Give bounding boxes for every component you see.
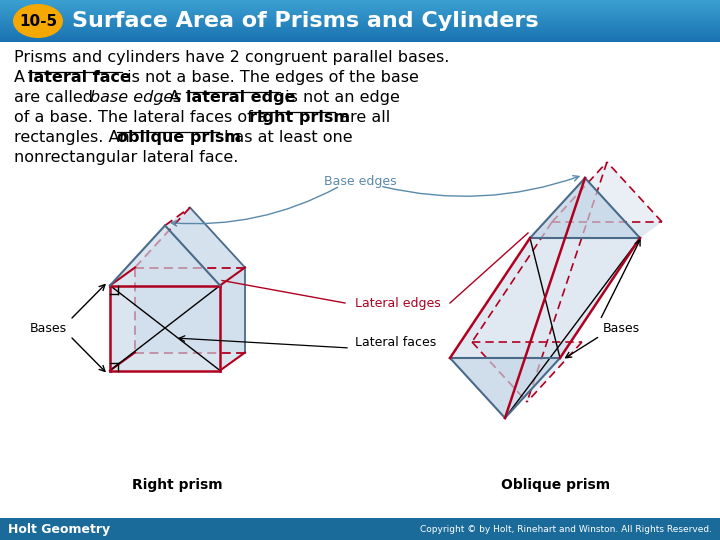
- Bar: [0, 2, 720, 3]
- Text: lateral face: lateral face: [28, 70, 130, 85]
- Text: Bases: Bases: [603, 321, 640, 334]
- Polygon shape: [450, 358, 560, 418]
- Text: A: A: [14, 70, 30, 85]
- Text: right prism: right prism: [248, 110, 350, 125]
- Polygon shape: [505, 178, 640, 418]
- Bar: [0, 38, 720, 39]
- Polygon shape: [472, 342, 582, 402]
- Bar: [0, 25, 720, 26]
- Bar: [0, 15, 720, 16]
- Bar: [0, 31, 720, 32]
- Text: are all: are all: [335, 110, 390, 125]
- Text: Oblique prism: Oblique prism: [501, 478, 611, 492]
- Bar: [0, 7, 720, 8]
- Bar: [0, 36, 720, 37]
- Bar: [0, 12, 720, 13]
- Text: Prisms and cylinders have 2 congruent parallel bases.: Prisms and cylinders have 2 congruent pa…: [14, 50, 449, 65]
- Text: Lateral faces: Lateral faces: [355, 336, 436, 349]
- Polygon shape: [220, 267, 245, 370]
- Bar: [0, 30, 720, 31]
- Bar: [0, 27, 720, 28]
- Text: are called: are called: [14, 90, 98, 105]
- Text: oblique prism: oblique prism: [117, 130, 241, 145]
- Bar: [0, 0, 720, 1]
- Polygon shape: [530, 222, 662, 238]
- Text: . A: . A: [159, 90, 185, 105]
- Bar: [0, 35, 720, 36]
- Bar: [0, 40, 720, 41]
- Bar: [0, 28, 720, 29]
- Text: of a base. The lateral faces of a: of a base. The lateral faces of a: [14, 110, 273, 125]
- Bar: [0, 4, 720, 5]
- Text: has at least one: has at least one: [219, 130, 353, 145]
- Text: Base edges: Base edges: [324, 175, 396, 188]
- Bar: [0, 9, 720, 10]
- Bar: [0, 3, 720, 4]
- Bar: [0, 20, 720, 21]
- Bar: [0, 14, 720, 15]
- Text: Surface Area of Prisms and Cylinders: Surface Area of Prisms and Cylinders: [72, 11, 539, 31]
- Bar: [0, 41, 720, 42]
- Bar: [0, 19, 720, 20]
- Text: nonrectangular lateral face.: nonrectangular lateral face.: [14, 150, 238, 165]
- Bar: [0, 6, 720, 7]
- Text: is not a base. The edges of the base: is not a base. The edges of the base: [122, 70, 418, 85]
- Bar: [0, 32, 720, 33]
- Polygon shape: [450, 178, 585, 418]
- Bar: [0, 518, 720, 540]
- Bar: [0, 16, 720, 17]
- Text: base edges: base edges: [90, 90, 181, 105]
- Text: Lateral edges: Lateral edges: [355, 296, 441, 309]
- Text: lateral edge: lateral edge: [186, 90, 296, 105]
- Text: Holt Geometry: Holt Geometry: [8, 523, 110, 536]
- Bar: [0, 24, 720, 25]
- Bar: [0, 8, 720, 9]
- Text: 10-5: 10-5: [19, 14, 57, 29]
- Bar: [0, 39, 720, 40]
- Bar: [0, 18, 720, 19]
- Text: Bases: Bases: [30, 321, 67, 334]
- Text: Copyright © by Holt, Rinehart and Winston. All Rights Reserved.: Copyright © by Holt, Rinehart and Winsto…: [420, 524, 712, 534]
- Bar: [0, 21, 720, 22]
- Bar: [0, 10, 720, 11]
- Bar: [0, 11, 720, 12]
- Bar: [0, 1, 720, 2]
- Bar: [0, 23, 720, 24]
- Bar: [0, 17, 720, 18]
- Bar: [0, 29, 720, 30]
- Bar: [0, 13, 720, 14]
- Polygon shape: [552, 162, 662, 222]
- Bar: [0, 33, 720, 34]
- Bar: [0, 5, 720, 6]
- Polygon shape: [165, 207, 245, 286]
- Text: rectangles. An: rectangles. An: [14, 130, 135, 145]
- Bar: [0, 22, 720, 23]
- Bar: [0, 37, 720, 38]
- Bar: [0, 42, 720, 518]
- Ellipse shape: [13, 4, 63, 38]
- Polygon shape: [135, 207, 245, 353]
- Polygon shape: [530, 178, 640, 238]
- Polygon shape: [110, 226, 220, 370]
- Text: Right prism: Right prism: [132, 478, 222, 492]
- Bar: [0, 34, 720, 35]
- Bar: [0, 26, 720, 27]
- Text: is not an edge: is not an edge: [280, 90, 400, 105]
